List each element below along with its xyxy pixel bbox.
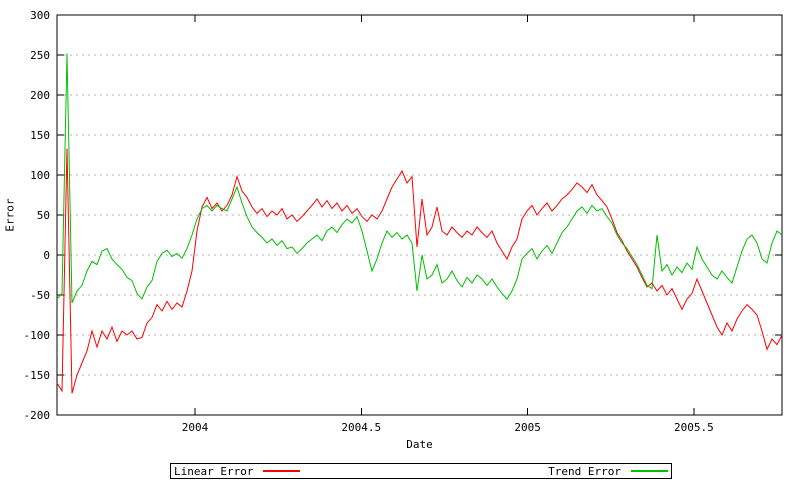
- x-tick-label: 2005: [514, 421, 541, 434]
- x-tick-label: 2005.5: [673, 421, 714, 434]
- legend-label-trend-error: Trend Error: [548, 464, 621, 478]
- legend-entry-linear-error: Linear Error: [174, 464, 301, 478]
- x-tick-label: 2004: [181, 421, 209, 434]
- y-tick-label: 150: [30, 129, 50, 142]
- legend-label-linear-error: Linear Error: [174, 464, 254, 478]
- plot-border: [56, 14, 783, 416]
- y-tick-label: 0: [43, 249, 50, 262]
- y-tick-label: -50: [30, 289, 50, 302]
- legend-box: Linear Error Trend Error: [170, 463, 672, 479]
- series-line-trend-error: [56, 53, 783, 304]
- series-line-linear-error: [56, 148, 783, 394]
- y-tick-label: -200: [23, 409, 51, 422]
- y-axis-title: Error: [3, 198, 17, 232]
- y-tick-label: 50: [36, 209, 50, 222]
- y-tick-label: 100: [30, 169, 50, 182]
- x-tick-label: 2004.5: [341, 421, 382, 434]
- y-tick-label: -100: [23, 329, 51, 342]
- x-axis-title: Date: [406, 438, 433, 451]
- y-tick-label: 200: [30, 89, 50, 102]
- legend-line-sample-linear-error: [263, 470, 301, 472]
- legend-line-sample-trend-error: [631, 470, 668, 472]
- legend-entry-trend-error: Trend Error: [548, 465, 668, 478]
- y-tick-label: 250: [30, 49, 50, 62]
- y-tick-label: 300: [30, 9, 50, 22]
- y-tick-label: -150: [23, 369, 51, 382]
